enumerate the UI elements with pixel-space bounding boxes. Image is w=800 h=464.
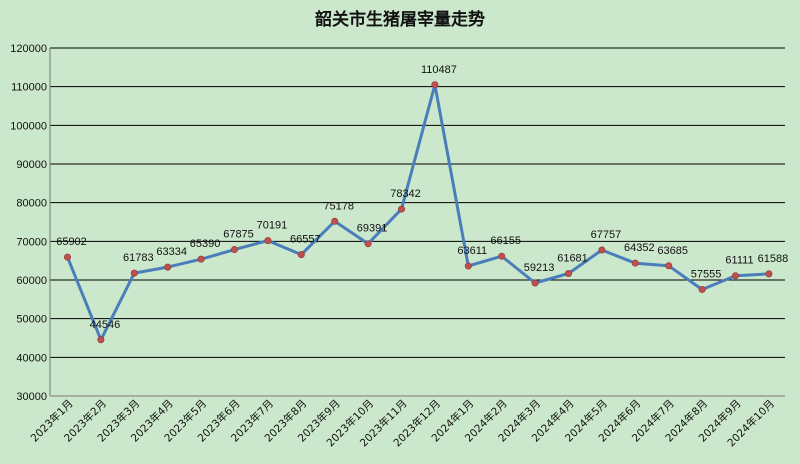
data-label: 61588 <box>758 253 789 265</box>
data-point <box>598 246 606 254</box>
data-label: 59213 <box>524 262 555 274</box>
data-point <box>631 259 639 267</box>
data-label: 63685 <box>657 245 688 257</box>
data-label: 63334 <box>156 246 187 258</box>
data-point <box>431 81 439 89</box>
data-point <box>464 262 472 270</box>
data-point <box>364 240 372 248</box>
data-label: 65390 <box>190 238 221 250</box>
y-tick-label: 60000 <box>16 275 47 287</box>
y-axis-ticks: 30000 40000 50000 60000 70000 80000 90000 10000… <box>10 43 47 403</box>
data-label: 44546 <box>90 319 121 331</box>
data-point <box>130 269 138 277</box>
data-point <box>197 255 205 263</box>
data-label: 66557 <box>290 234 321 246</box>
data-label: 61783 <box>123 252 154 264</box>
data-points <box>64 81 773 344</box>
data-label: 63611 <box>457 245 487 257</box>
data-label: 61111 <box>725 255 753 267</box>
data-point <box>665 262 673 270</box>
data-point <box>564 270 572 278</box>
data-labels: 65902 44546 61783 6333465390678757019166557… <box>56 64 788 331</box>
data-point <box>97 336 105 344</box>
axes <box>49 48 785 397</box>
data-label: 70191 <box>257 220 288 232</box>
y-tick-label: 50000 <box>16 314 47 326</box>
gridlines <box>50 47 785 358</box>
data-label: 65902 <box>56 236 87 248</box>
y-tick-label: 80000 <box>16 198 47 210</box>
data-label: 67757 <box>591 229 622 241</box>
data-point <box>531 279 539 287</box>
y-tick-label: 100000 <box>10 120 47 132</box>
data-label: 57555 <box>691 268 722 280</box>
data-label: 67875 <box>223 229 254 241</box>
chart-title: 韶关市生猪屠宰量走势 <box>315 9 485 30</box>
data-label: 75178 <box>323 200 354 212</box>
data-label: 69391 <box>357 223 388 235</box>
y-tick-label: 70000 <box>16 236 47 248</box>
data-point <box>331 217 339 225</box>
y-tick-label: 110000 <box>11 82 47 94</box>
data-point <box>264 237 272 245</box>
y-tick-label: 90000 <box>16 159 47 171</box>
data-point <box>397 205 405 213</box>
data-point <box>64 253 72 261</box>
data-point <box>698 285 706 293</box>
y-tick-label: 40000 <box>16 352 47 364</box>
data-label: 64352 <box>624 242 655 254</box>
x-axis-ticks: 2023年1月2023年2月2023年3月2023年4月2023年5月2023年… <box>28 397 777 449</box>
y-tick-label: 120000 <box>10 43 47 55</box>
data-point <box>297 251 305 259</box>
data-point <box>731 272 739 280</box>
data-point <box>765 270 773 278</box>
data-point <box>164 263 172 271</box>
data-label: 61681 <box>557 253 588 265</box>
series <box>66 83 769 342</box>
data-label: 78342 <box>390 188 421 200</box>
series-line <box>66 83 769 342</box>
data-label: 110487 <box>421 64 457 76</box>
data-point <box>498 252 506 260</box>
data-point <box>231 246 239 254</box>
data-label: 66155 <box>490 235 521 247</box>
y-tick-label: 30000 <box>16 391 47 403</box>
